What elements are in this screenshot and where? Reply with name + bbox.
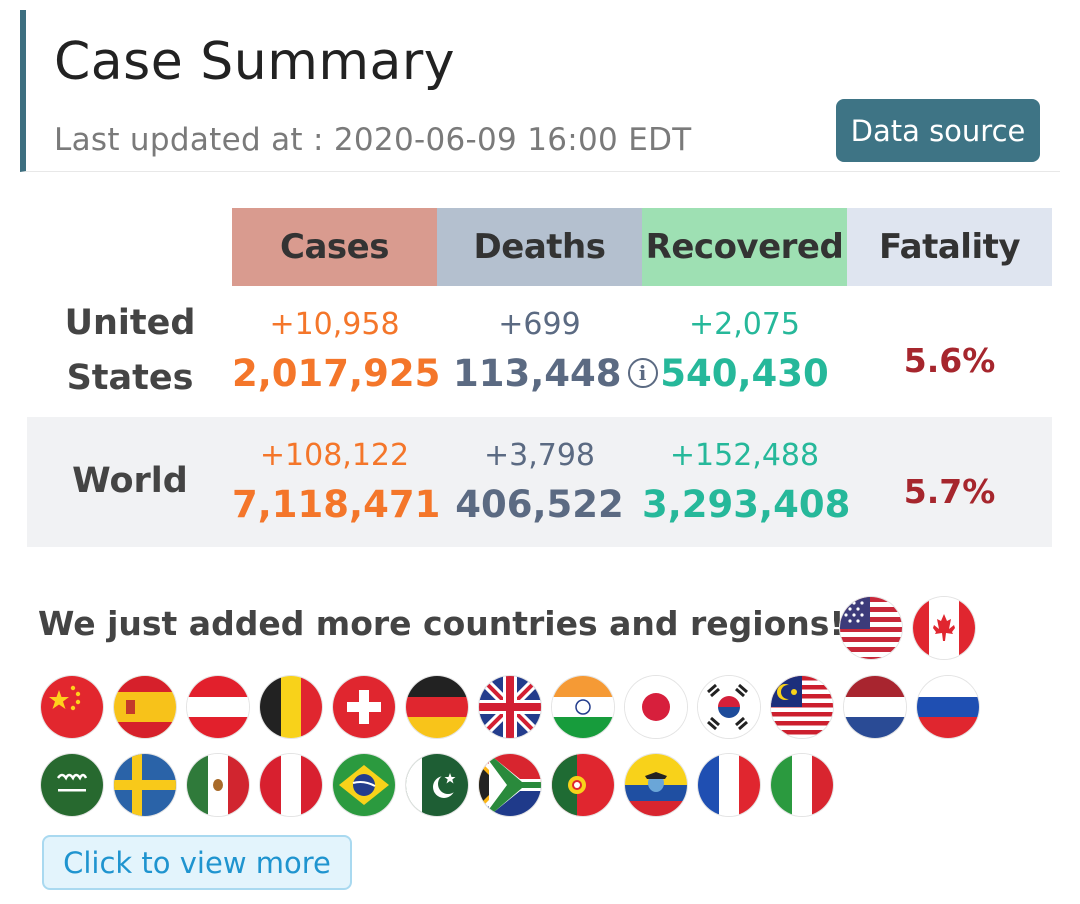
russia-flag-icon[interactable] — [917, 676, 979, 738]
cases-delta: +108,122 — [259, 438, 410, 473]
spain-flag-icon[interactable] — [114, 676, 176, 738]
fatality-us: 5.6% — [903, 341, 996, 380]
india-flag-icon[interactable] — [552, 676, 614, 738]
pakistan-flag-icon[interactable] — [406, 754, 468, 816]
deaths-total-wrap: 113,448 i — [437, 351, 658, 397]
brazil-flag-icon[interactable] — [333, 754, 395, 816]
france-flag-icon[interactable] — [698, 754, 760, 816]
china-flag-icon[interactable] — [41, 676, 103, 738]
belgium-flag-icon[interactable] — [260, 676, 322, 738]
austria-flag-icon[interactable] — [187, 676, 249, 738]
mexico-flag-icon[interactable] — [187, 754, 249, 816]
row-label-world: World — [72, 461, 188, 501]
deaths-total: 406,522 — [455, 483, 624, 526]
page-title: Case Summary — [54, 32, 456, 92]
case-summary-header: Case Summary Last updated at : 2020-06-0… — [20, 10, 1060, 172]
germany-flag-icon[interactable] — [406, 676, 468, 738]
recovered-cell-us: +2,075 540,430 — [642, 307, 847, 397]
deaths-cell-us: +699 113,448 i — [437, 307, 658, 397]
row-label-line: States — [66, 358, 194, 398]
switzerland-flag-icon[interactable] — [333, 676, 395, 738]
canada-flag-icon[interactable] — [913, 597, 975, 659]
sweden-flag-icon[interactable] — [114, 754, 176, 816]
ecuador-flag-icon[interactable] — [625, 754, 687, 816]
recovered-cell-world: +152,488 3,293,408 — [642, 438, 851, 528]
cases-total: 2,017,925 — [232, 352, 441, 395]
cases-cell-us: +10,958 2,017,925 — [232, 307, 441, 397]
us-flag-icon[interactable] — [840, 597, 902, 659]
data-source-button[interactable]: Data source — [836, 99, 1040, 162]
column-header-cases: Cases — [232, 208, 437, 286]
japan-flag-icon[interactable] — [625, 676, 687, 738]
column-header-recovered: Recovered — [642, 208, 847, 286]
south-africa-flag-icon[interactable] — [479, 754, 541, 816]
fatality-world: 5.7% — [903, 472, 996, 511]
row-label-us: United States — [30, 296, 230, 406]
last-updated: Last updated at : 2020-06-09 16:00 EDT — [54, 122, 692, 158]
recovered-delta: +2,075 — [688, 307, 801, 342]
column-header-fatality: Fatality — [847, 208, 1052, 286]
recovered-total: 3,293,408 — [642, 483, 851, 526]
italy-flag-icon[interactable] — [771, 754, 833, 816]
deaths-delta: +699 — [498, 307, 581, 342]
cases-delta: +10,958 — [269, 307, 400, 342]
netherlands-flag-icon[interactable] — [844, 676, 906, 738]
recovered-total: 540,430 — [660, 352, 829, 395]
malaysia-flag-icon[interactable] — [771, 676, 833, 738]
deaths-total: 113,448 — [453, 352, 622, 395]
deaths-delta: +3,798 — [483, 438, 596, 473]
table-row-world — [27, 417, 1052, 547]
deaths-cell-world: +3,798 406,522 — [437, 438, 642, 528]
south-korea-flag-icon[interactable] — [698, 676, 760, 738]
cases-total: 7,118,471 — [232, 483, 441, 526]
saudi-arabia-flag-icon[interactable] — [41, 754, 103, 816]
peru-flag-icon[interactable] — [260, 754, 322, 816]
row-label-line: United — [64, 303, 196, 343]
info-icon[interactable]: i — [627, 358, 658, 388]
column-header-deaths: Deaths — [437, 208, 642, 286]
uk-flag-icon[interactable] — [479, 676, 541, 738]
portugal-flag-icon[interactable] — [552, 754, 614, 816]
recovered-delta: +152,488 — [669, 438, 820, 473]
view-more-button[interactable]: Click to view more — [42, 835, 352, 890]
announcement-text: We just added more countries and regions… — [38, 604, 845, 643]
cases-cell-world: +108,122 7,118,471 — [232, 438, 441, 528]
